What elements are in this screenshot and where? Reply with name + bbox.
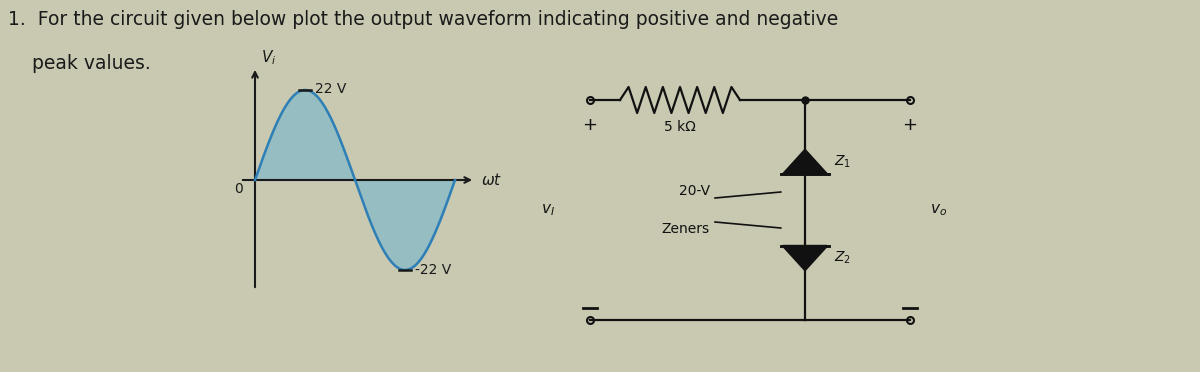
Polygon shape — [784, 150, 827, 174]
Text: $v_o$: $v_o$ — [930, 202, 947, 218]
Text: 22 V: 22 V — [314, 82, 347, 96]
Text: 1.  For the circuit given below plot the output waveform indicating positive and: 1. For the circuit given below plot the … — [8, 10, 839, 29]
Text: 5 kΩ: 5 kΩ — [664, 120, 696, 134]
Text: Zeners: Zeners — [662, 222, 710, 236]
Text: peak values.: peak values. — [8, 54, 151, 73]
Text: -22 V: -22 V — [415, 263, 451, 277]
Text: +: + — [582, 116, 598, 134]
Text: $V_i$: $V_i$ — [262, 48, 276, 67]
Text: +: + — [902, 116, 918, 134]
Text: $Z_1$: $Z_1$ — [834, 154, 851, 170]
Text: 0: 0 — [234, 182, 242, 196]
Text: $Z_2$: $Z_2$ — [834, 250, 851, 266]
Polygon shape — [784, 246, 827, 270]
Text: $\omega t$: $\omega t$ — [481, 172, 503, 188]
Text: $v_I$: $v_I$ — [541, 202, 556, 218]
Text: 20-V: 20-V — [679, 184, 710, 198]
